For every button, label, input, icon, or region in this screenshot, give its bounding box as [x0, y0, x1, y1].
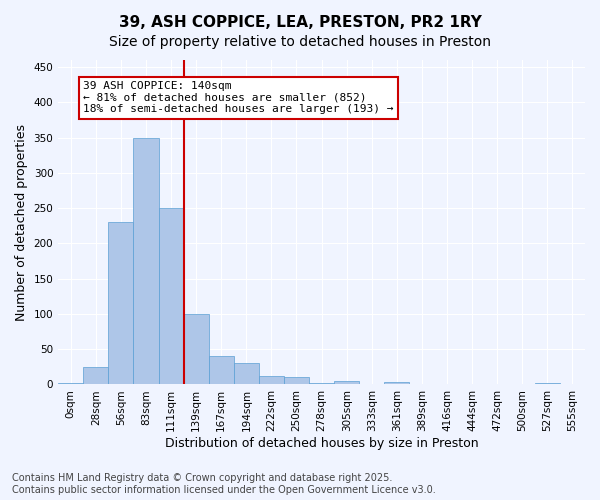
Bar: [334, 381, 359, 384]
Text: Size of property relative to detached houses in Preston: Size of property relative to detached ho…: [109, 35, 491, 49]
Bar: [535, 383, 560, 384]
Bar: [209, 356, 234, 384]
Text: 39 ASH COPPICE: 140sqm
← 81% of detached houses are smaller (852)
18% of semi-de: 39 ASH COPPICE: 140sqm ← 81% of detached…: [83, 81, 394, 114]
Bar: [309, 383, 334, 384]
Bar: [259, 376, 284, 384]
Bar: [385, 382, 409, 384]
Bar: [184, 314, 209, 384]
Bar: [158, 208, 184, 384]
Text: 39, ASH COPPICE, LEA, PRESTON, PR2 1RY: 39, ASH COPPICE, LEA, PRESTON, PR2 1RY: [119, 15, 481, 30]
Bar: [133, 138, 158, 384]
Bar: [234, 364, 259, 384]
Bar: [109, 222, 133, 384]
X-axis label: Distribution of detached houses by size in Preston: Distribution of detached houses by size …: [165, 437, 478, 450]
Bar: [284, 378, 309, 384]
Y-axis label: Number of detached properties: Number of detached properties: [15, 124, 28, 320]
Bar: [83, 367, 109, 384]
Bar: [58, 383, 83, 384]
Text: Contains HM Land Registry data © Crown copyright and database right 2025.
Contai: Contains HM Land Registry data © Crown c…: [12, 474, 436, 495]
